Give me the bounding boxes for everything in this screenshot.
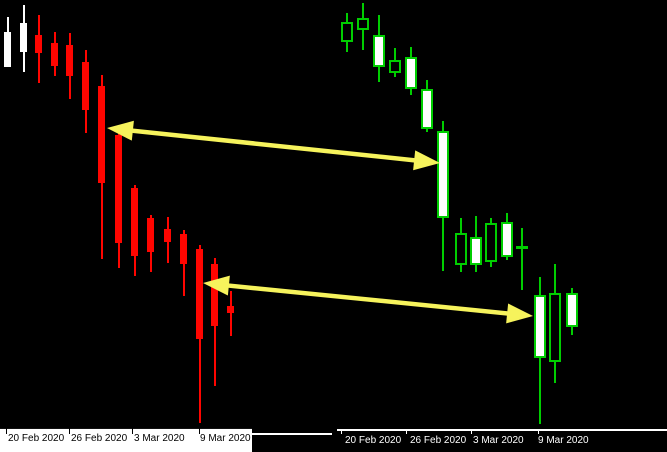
axis-tick	[69, 428, 70, 434]
arrow-head[interactable]	[413, 150, 440, 171]
candle-body	[35, 35, 42, 53]
candle-body	[421, 89, 433, 129]
candle-body	[115, 135, 122, 243]
right-axis-label: 9 Mar 2020	[538, 435, 589, 446]
axis-tick	[471, 429, 472, 434]
candle-body	[147, 218, 154, 252]
candle-body	[485, 223, 497, 262]
yellow-double-arrow[interactable]	[107, 120, 440, 171]
candle-body	[66, 45, 73, 76]
right-axis-label: 3 Mar 2020	[473, 435, 524, 446]
candle-body	[164, 229, 171, 242]
right-axis-label: 20 Feb 2020	[345, 435, 402, 446]
left-chart-panel[interactable]: 20 Feb 2020 26 Feb 2020 3 Mar 2020 9 Mar…	[0, 0, 334, 452]
left-axis-label: 20 Feb 2020	[8, 433, 65, 444]
candle-body	[20, 23, 27, 52]
yellow-double-arrow[interactable]	[203, 275, 533, 324]
arrow-head[interactable]	[506, 303, 533, 324]
left-axis-label: 3 Mar 2020	[134, 433, 185, 444]
candle-body	[4, 32, 11, 67]
candle-body	[437, 131, 449, 218]
candle-body	[549, 293, 561, 362]
candle-body	[534, 295, 546, 358]
candle-body	[51, 43, 58, 66]
candle-body	[82, 62, 89, 110]
axis-tick	[199, 428, 200, 434]
candle-body	[341, 22, 353, 42]
arrow-head[interactable]	[107, 120, 134, 141]
candle-body	[501, 222, 513, 257]
candle-body	[470, 237, 482, 265]
left-x-axis-line	[252, 433, 332, 435]
candle-wick	[521, 228, 523, 290]
candle-body	[98, 86, 105, 183]
candle-body	[211, 264, 218, 326]
left-x-axis-strip	[0, 428, 252, 452]
candle-body	[131, 188, 138, 256]
right-x-axis-line	[337, 429, 667, 431]
candle-body	[180, 234, 187, 264]
axis-tick	[132, 428, 133, 434]
candle-body	[373, 35, 385, 67]
left-axis-label: 26 Feb 2020	[71, 433, 128, 444]
candle-doji-body	[516, 246, 528, 249]
candle-body	[405, 57, 417, 89]
candle-body	[196, 249, 203, 339]
axis-tick	[341, 429, 342, 434]
left-axis-label: 9 Mar 2020	[200, 433, 251, 444]
candle-body	[566, 293, 578, 327]
axis-tick	[406, 429, 407, 434]
candle-body	[455, 233, 467, 265]
candle-wick	[230, 291, 232, 336]
axis-tick	[538, 429, 539, 434]
axis-tick	[6, 428, 7, 434]
arrow-head[interactable]	[203, 275, 230, 296]
left-candle-layer	[4, 5, 234, 423]
candle-body	[357, 18, 369, 30]
right-axis-label: 26 Feb 2020	[410, 435, 467, 446]
candle-body	[227, 306, 234, 313]
candle-body	[389, 60, 401, 73]
